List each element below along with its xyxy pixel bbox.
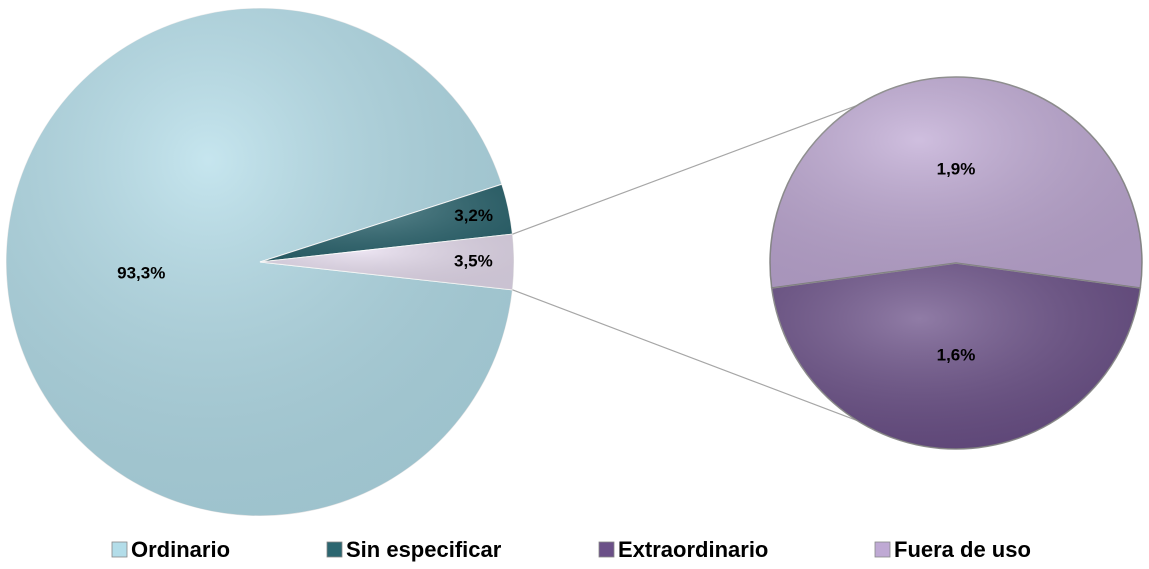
connector-line	[512, 289, 858, 422]
data-label: 3,2%	[454, 206, 493, 225]
data-label: 3,5%	[454, 251, 493, 270]
connector-line	[512, 104, 858, 235]
legend-label: Ordinario	[131, 537, 230, 562]
legend-label: Fuera de uso	[894, 537, 1031, 562]
data-label: 1,6%	[937, 345, 976, 364]
legend-swatch	[874, 541, 891, 558]
legend-swatch	[111, 541, 128, 558]
slice-shade	[260, 184, 513, 262]
slice-shade	[771, 263, 1141, 449]
slice-shade	[5, 7, 513, 516]
slice-shade	[769, 76, 1142, 288]
slice-shade	[260, 234, 514, 290]
legend-label: Sin especificar	[346, 537, 502, 562]
legend-label: Extraordinario	[618, 537, 768, 562]
legend-swatch	[598, 541, 615, 558]
data-label: 1,9%	[937, 159, 976, 178]
legend-swatch	[326, 541, 343, 558]
data-label: 93,3%	[117, 263, 165, 282]
